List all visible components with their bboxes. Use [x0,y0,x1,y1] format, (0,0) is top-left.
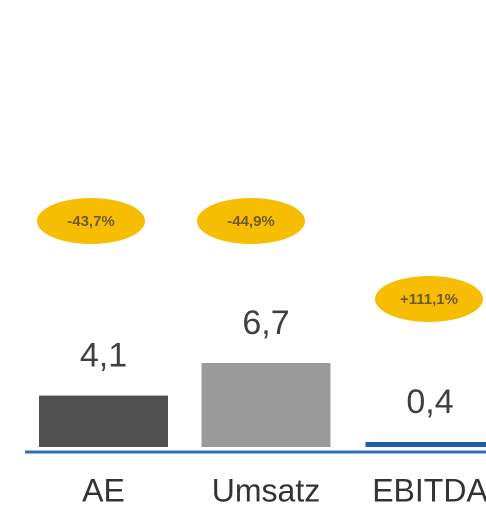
annotation: -43,7% [67,213,115,230]
bar [365,441,486,447]
value-label: 4,1 [80,337,127,375]
bar [39,395,168,447]
annotation-bubble [197,198,305,244]
annotation-bubble [37,198,145,244]
category-label: EBITDA [372,472,486,508]
category-label: AE [82,472,125,508]
annotation: -44,9% [227,213,275,230]
annotation-bubble [375,276,483,322]
category-label: Umsatz [212,472,320,508]
value-label: 6,7 [242,304,289,342]
bar [201,363,331,447]
value-label: 0,4 [406,383,453,421]
annotation: +111,1% [400,291,458,308]
